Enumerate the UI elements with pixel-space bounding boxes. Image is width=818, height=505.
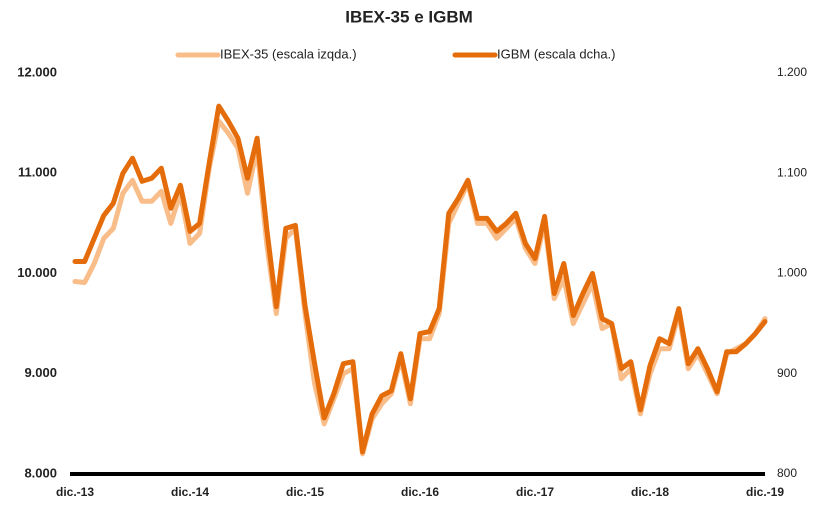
y2-tick-label: 1.100	[777, 165, 807, 179]
y2-tick-label: 900	[777, 366, 797, 380]
y2-tick-label: 800	[777, 466, 797, 480]
legend-label: IBEX-35 (escala izqda.)	[220, 46, 357, 61]
series-line	[72, 118, 768, 457]
x-tick-label: dic.-16	[401, 485, 439, 499]
legend-label: IGBM (escala dcha.)	[497, 46, 616, 61]
y-tick-label: 11.000	[18, 165, 57, 180]
x-tick-label: dic.-14	[171, 485, 209, 499]
y-tick-label: 9.000	[24, 365, 57, 380]
chart-title: IBEX-35 e IGBM	[345, 7, 473, 26]
series-line	[72, 103, 768, 455]
y2-tick-label: 1.200	[777, 65, 807, 79]
y-tick-label: 8.000	[24, 465, 57, 480]
x-tick-label: dic.-13	[56, 485, 94, 499]
x-tick-label: dic.-17	[516, 485, 554, 499]
y-tick-label: 10.000	[17, 265, 57, 280]
y2-tick-label: 1.000	[777, 266, 807, 280]
x-tick-label: dic.-15	[286, 485, 324, 499]
x-tick-label: dic.-18	[631, 485, 669, 499]
y-tick-label: 12.000	[17, 64, 57, 79]
x-tick-label: dic.-19	[746, 485, 784, 499]
